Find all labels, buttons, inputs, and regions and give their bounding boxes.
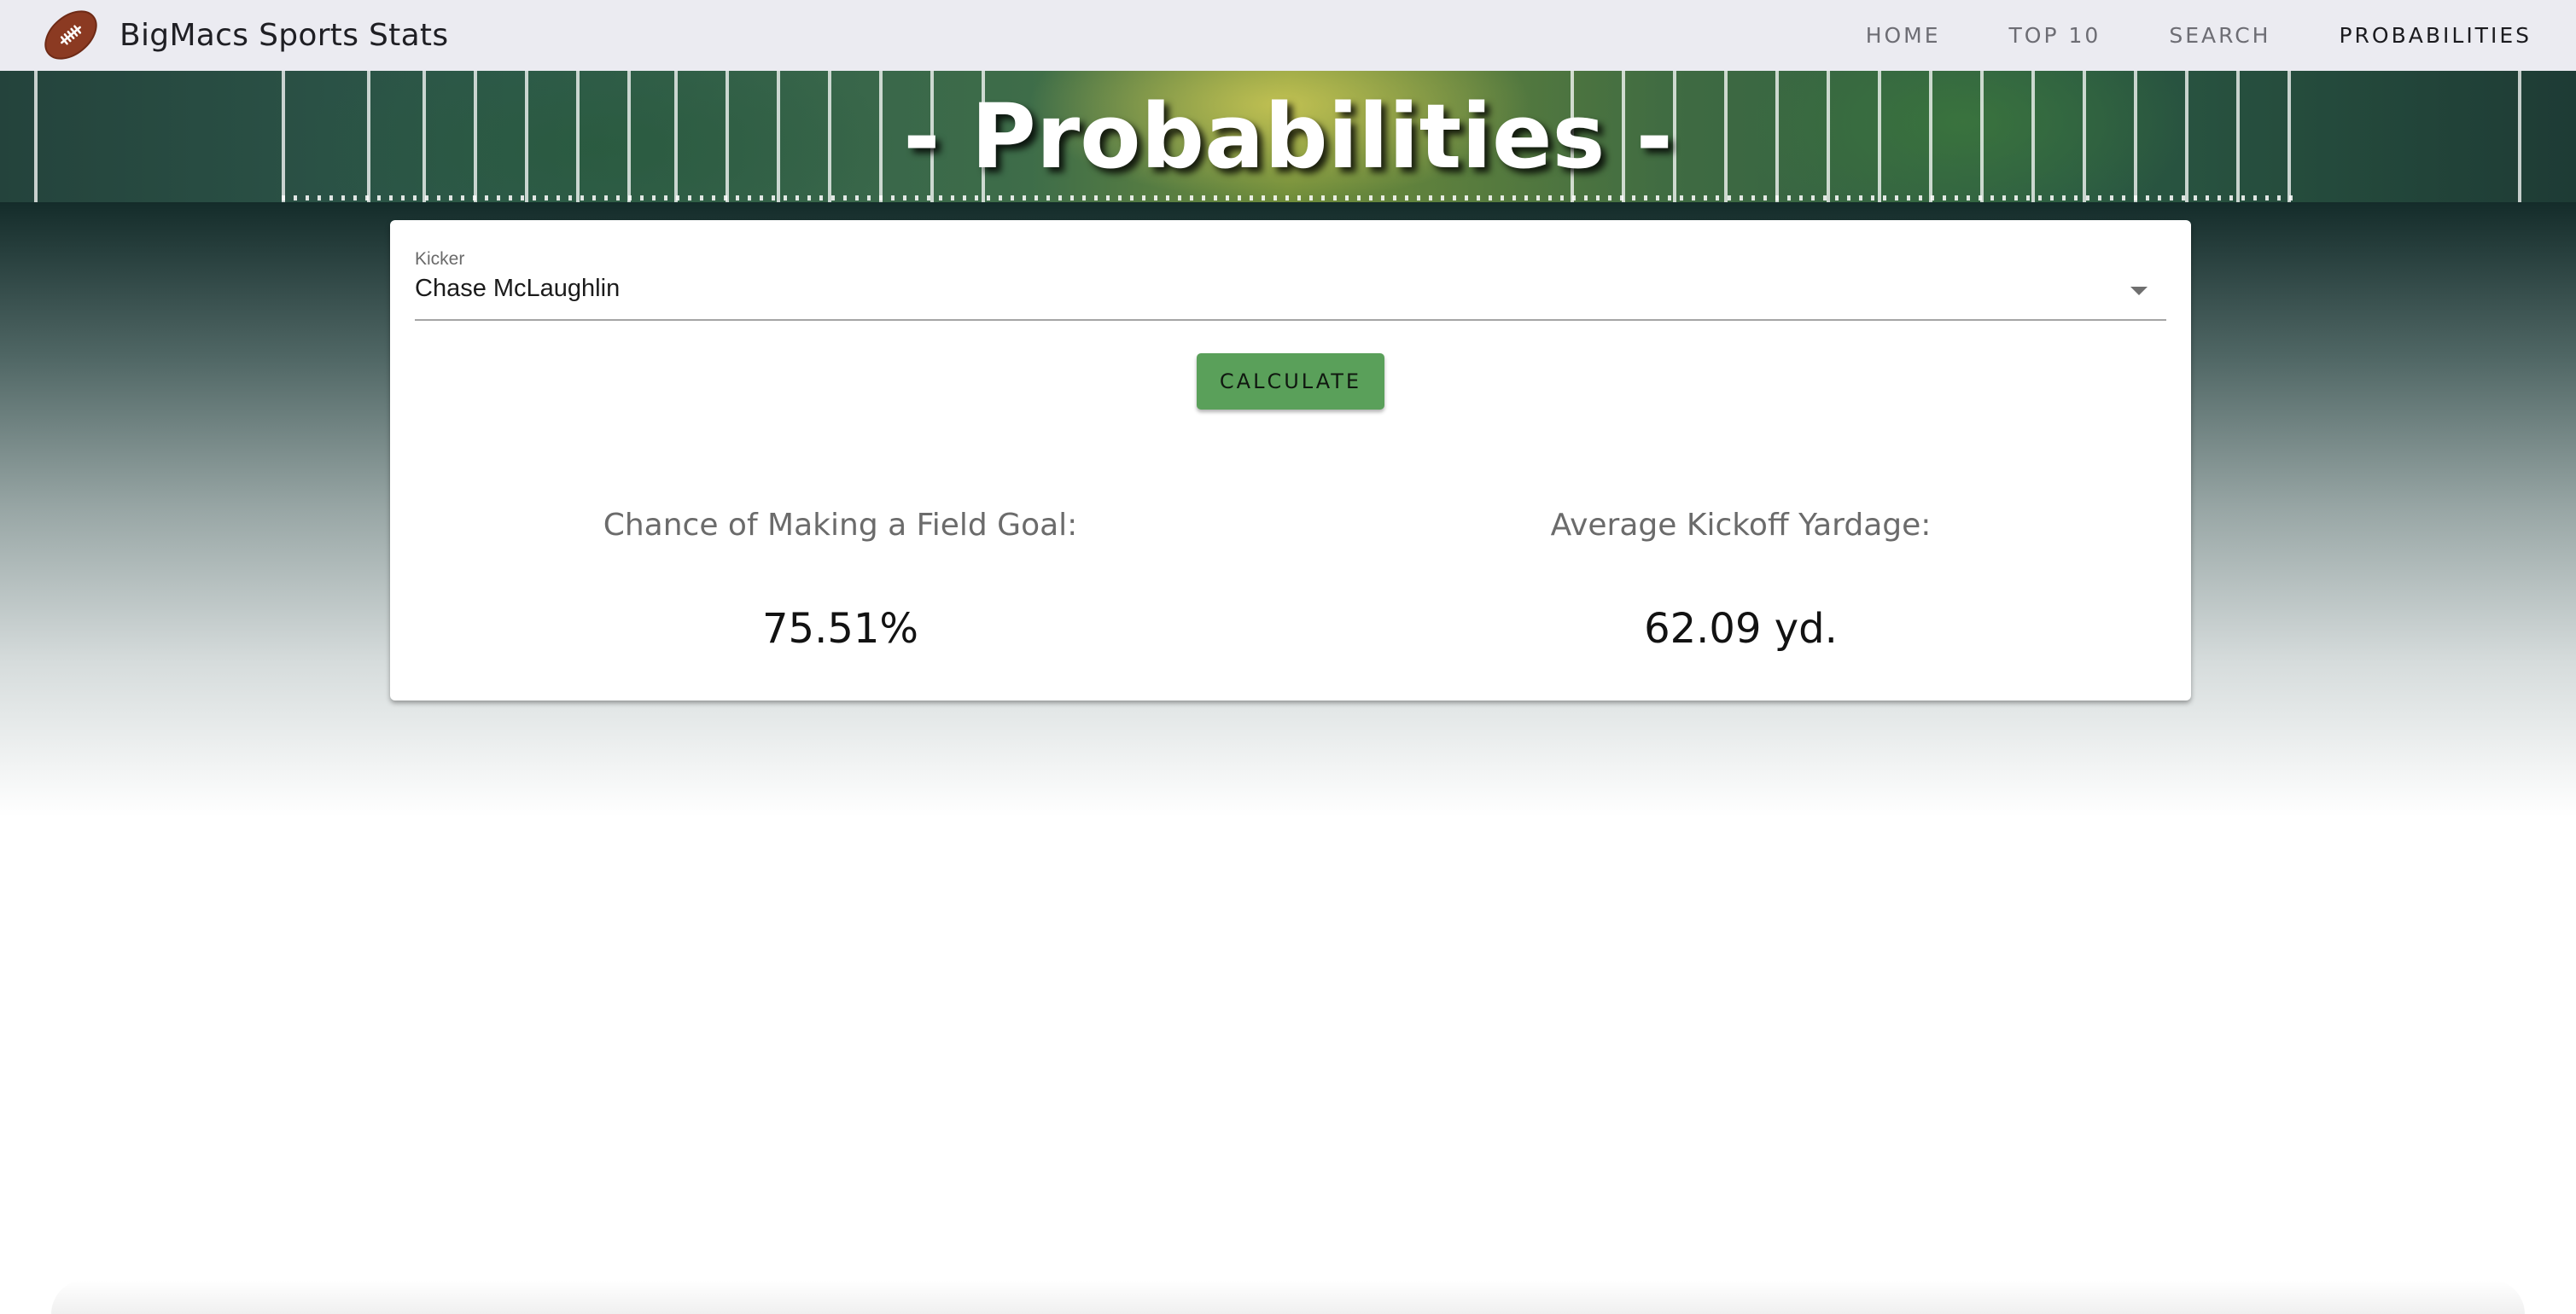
yard-line xyxy=(627,71,631,202)
yard-line xyxy=(576,71,580,202)
app-title: BigMacs Sports Stats xyxy=(119,17,449,53)
yard-line xyxy=(2134,71,2137,202)
yard-line xyxy=(982,71,985,202)
nav-top-10[interactable]: TOP 10 xyxy=(2008,23,2101,48)
field-goal-stat: Chance of Making a Field Goal: 75.51% xyxy=(390,506,1291,654)
yard-line xyxy=(777,71,780,202)
yard-line xyxy=(525,71,528,202)
yard-line xyxy=(474,71,477,202)
yard-line xyxy=(423,71,426,202)
football-icon xyxy=(44,10,97,60)
page-title: - Probabilities - xyxy=(903,84,1673,189)
nav-search[interactable]: SEARCH xyxy=(2169,23,2271,48)
yard-line xyxy=(1827,71,1830,202)
probability-card: Kicker Chase McLaughlin CALCULATE Chance… xyxy=(390,220,2191,701)
nav-home[interactable]: HOME xyxy=(1865,23,1941,48)
hash-marks xyxy=(282,195,2296,201)
kickoff-label: Average Kickoff Yardage: xyxy=(1550,508,1932,543)
yard-line xyxy=(726,71,729,202)
field-goal-label: Chance of Making a Field Goal: xyxy=(603,508,1078,543)
yard-line xyxy=(674,71,678,202)
yard-line xyxy=(1980,71,1984,202)
window-bottom-edge xyxy=(51,1280,2525,1314)
app-bar: BigMacs Sports Stats HOME TOP 10 SEARCH … xyxy=(0,0,2576,71)
yard-line xyxy=(1775,71,1779,202)
kicker-select[interactable]: Kicker Chase McLaughlin xyxy=(415,249,2166,321)
yard-line xyxy=(2031,71,2035,202)
yard-line xyxy=(1929,71,1932,202)
yard-line xyxy=(1571,71,1574,202)
main-nav: HOME TOP 10 SEARCH PROBABILITIES xyxy=(1798,0,2532,71)
yard-line xyxy=(930,71,934,202)
yard-line xyxy=(2288,71,2291,202)
hero-banner: - Probabilities - xyxy=(0,71,2576,202)
nav-probabilities[interactable]: PROBABILITIES xyxy=(2339,23,2532,48)
yard-line xyxy=(367,71,370,202)
yard-line xyxy=(282,71,285,202)
chevron-down-icon[interactable] xyxy=(2130,287,2148,295)
yard-line xyxy=(1724,71,1728,202)
yard-line xyxy=(1878,71,1881,202)
calculate-button[interactable]: CALCULATE xyxy=(1197,353,1384,410)
yard-line xyxy=(2236,71,2240,202)
field-goal-value: 75.51% xyxy=(761,605,919,653)
brand[interactable]: BigMacs Sports Stats xyxy=(39,5,448,65)
yard-line xyxy=(828,71,831,202)
yard-line xyxy=(34,71,38,202)
kickoff-stat: Average Kickoff Yardage: 62.09 yd. xyxy=(1291,506,2191,654)
yard-line xyxy=(879,71,883,202)
yard-line xyxy=(2185,71,2188,202)
kicker-select-label: Kicker xyxy=(415,249,465,269)
kickoff-value: 62.09 yd. xyxy=(1644,605,1838,653)
yard-line xyxy=(2083,71,2086,202)
yard-line xyxy=(2518,71,2521,202)
kicker-select-value: Chase McLaughlin xyxy=(415,275,621,302)
yard-line xyxy=(1673,71,1676,202)
yard-line xyxy=(1622,71,1625,202)
